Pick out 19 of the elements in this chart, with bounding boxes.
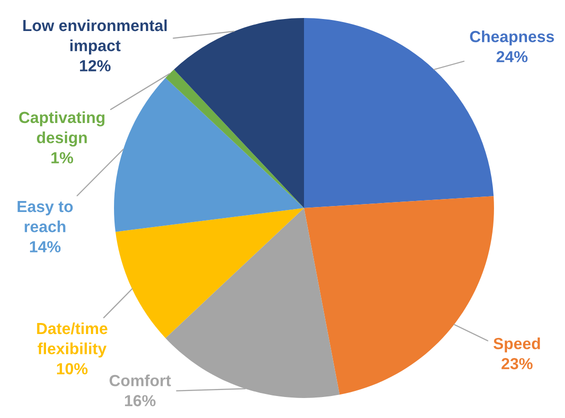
data-label: 14% — [30, 241, 61, 252]
pie-slice — [174, 18, 304, 208]
slice-label: Date/time flexibility — [37, 322, 108, 358]
slice-label: Captivating design — [19, 111, 104, 147]
slice-label: Easy to reach — [18, 201, 73, 232]
data-label: 24% — [496, 51, 528, 62]
pie-slice — [114, 78, 304, 232]
pie-slice — [116, 208, 304, 338]
pie-slice — [165, 69, 304, 208]
data-label: 10% — [57, 363, 88, 374]
data-label: 23% — [502, 358, 533, 370]
slice-label: Comfort — [110, 374, 171, 386]
pie-slice — [304, 196, 494, 395]
data-label: 16% — [125, 395, 156, 406]
data-label: 12% — [80, 60, 111, 72]
slice-label: Cheapness — [470, 30, 554, 46]
slice-label: Low environmental impact — [23, 19, 167, 54]
data-label: 1% — [51, 152, 74, 164]
slice-label: Speed — [493, 338, 540, 352]
